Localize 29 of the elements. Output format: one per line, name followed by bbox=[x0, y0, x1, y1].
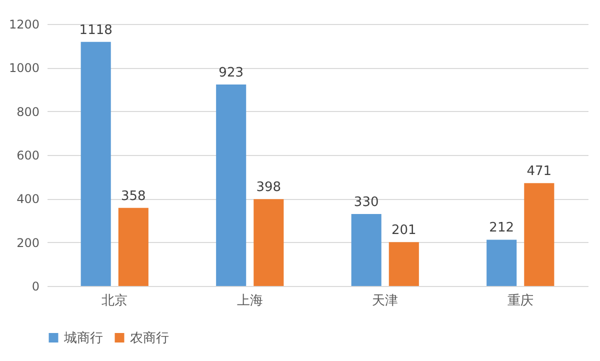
y-tick-label: 0 bbox=[32, 280, 40, 294]
data-label: 398 bbox=[256, 180, 282, 196]
x-tick-label: 重庆 bbox=[507, 294, 534, 308]
y-tick-label: 400 bbox=[16, 192, 40, 206]
bar bbox=[388, 242, 419, 286]
x-tick-label: 上海 bbox=[236, 294, 263, 308]
data-label: 201 bbox=[391, 223, 416, 238]
bar bbox=[524, 183, 554, 286]
data-label: 358 bbox=[120, 188, 146, 204]
data-label: 1118 bbox=[79, 22, 112, 38]
x-tick-label: 天津 bbox=[372, 294, 398, 308]
x-tick-label: 北京 bbox=[102, 294, 128, 308]
data-label: 923 bbox=[218, 65, 244, 80]
bar bbox=[351, 214, 382, 286]
bar bbox=[486, 240, 517, 286]
bar bbox=[254, 199, 284, 286]
data-label: 212 bbox=[489, 220, 514, 236]
data-label: 330 bbox=[354, 194, 379, 210]
bar bbox=[216, 84, 246, 286]
legend-label: 城商行 bbox=[63, 330, 103, 346]
y-tick-label: 600 bbox=[16, 148, 40, 162]
data-label: 471 bbox=[526, 164, 552, 180]
legend-label: 农商行 bbox=[130, 330, 169, 346]
y-tick-label: 800 bbox=[16, 104, 40, 119]
y-tick-label: 1200 bbox=[8, 18, 40, 32]
y-tick-label: 200 bbox=[16, 236, 40, 250]
bar bbox=[80, 42, 111, 286]
y-tick-label: 1000 bbox=[8, 61, 40, 76]
bar bbox=[118, 208, 148, 286]
